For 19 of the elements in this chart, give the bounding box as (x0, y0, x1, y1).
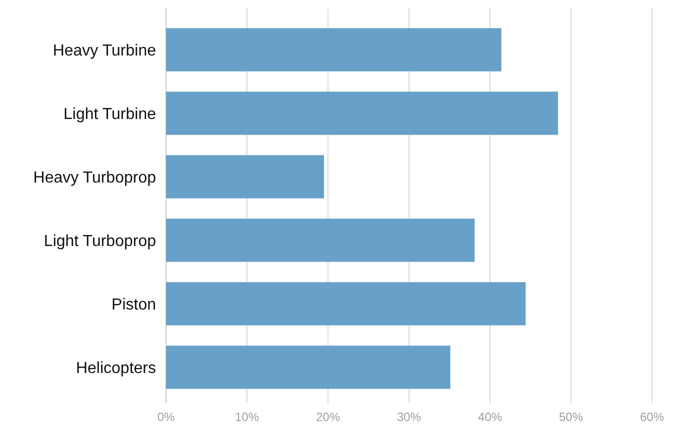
bar (166, 92, 558, 135)
y-tick-label: Heavy Turboprop (33, 169, 156, 186)
x-tick-label: 60% (640, 410, 664, 424)
bar (166, 346, 450, 389)
y-tick-label: Light Turbine (63, 106, 156, 123)
x-tick-label: 30% (396, 410, 422, 424)
bar (166, 28, 502, 72)
y-tick-label: Helicopters (76, 360, 156, 377)
x-tick-label: 40% (478, 410, 502, 424)
x-tick-label: 50% (558, 410, 584, 424)
x-tick-label: 10% (234, 410, 260, 424)
bar (166, 218, 475, 262)
y-tick-label: Light Turboprop (44, 232, 156, 250)
bar (166, 155, 324, 198)
y-tick-label: Piston (112, 296, 156, 314)
x-tick-label: 20% (316, 410, 340, 424)
bar (166, 282, 526, 326)
y-tick-label: Heavy Turbine (52, 42, 156, 60)
x-tick-label: 0% (157, 410, 175, 424)
